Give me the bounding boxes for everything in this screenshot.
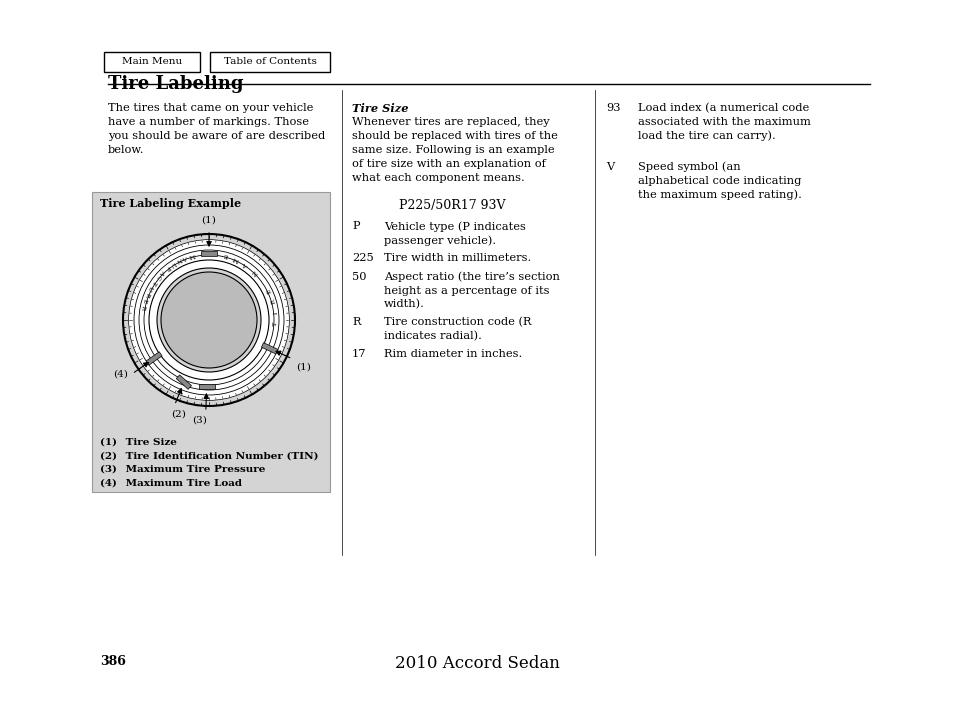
Circle shape xyxy=(129,240,289,400)
Text: (3): (3) xyxy=(100,465,120,474)
Polygon shape xyxy=(198,384,214,390)
Text: A: A xyxy=(159,268,166,275)
Text: M: M xyxy=(189,252,195,258)
Bar xyxy=(104,52,200,72)
Text: M: M xyxy=(233,256,240,263)
Polygon shape xyxy=(146,351,162,365)
Text: Tire construction code (R
indicates radial).: Tire construction code (R indicates radi… xyxy=(384,317,531,342)
Text: R: R xyxy=(270,298,276,304)
Text: (2): (2) xyxy=(100,452,120,461)
Text: (4): (4) xyxy=(100,479,120,488)
Text: (1): (1) xyxy=(296,363,311,372)
Text: U: U xyxy=(170,260,177,267)
Text: A: A xyxy=(183,254,189,261)
Polygon shape xyxy=(176,375,192,389)
Text: 17: 17 xyxy=(352,349,366,359)
Text: C: C xyxy=(154,273,161,280)
Text: 386: 386 xyxy=(100,655,126,668)
Circle shape xyxy=(161,272,256,368)
Text: Main Menu: Main Menu xyxy=(122,57,182,65)
Text: The tires that came on your vehicle
have a number of markings. Those
you should : The tires that came on your vehicle have… xyxy=(108,103,325,155)
Text: Tire Labeling Example: Tire Labeling Example xyxy=(100,198,241,209)
Bar xyxy=(210,52,330,72)
Text: Aspect ratio (the tire’s section
height as a percentage of its
width).: Aspect ratio (the tire’s section height … xyxy=(384,271,559,310)
Text: Tire Labeling: Tire Labeling xyxy=(108,75,243,93)
Text: (1): (1) xyxy=(100,438,120,447)
Text: E: E xyxy=(142,298,148,304)
Text: Vehicle type (P indicates
passenger vehicle).: Vehicle type (P indicates passenger vehi… xyxy=(384,221,525,246)
Text: U: U xyxy=(147,285,153,292)
Text: P: P xyxy=(352,221,359,231)
Text: Maximum Tire Pressure: Maximum Tire Pressure xyxy=(122,465,265,474)
Text: Load index (a numerical code
associated with the maximum
load the tire can carry: Load index (a numerical code associated … xyxy=(638,103,810,141)
Text: Tire Identification Number (TIN): Tire Identification Number (TIN) xyxy=(122,452,318,461)
Circle shape xyxy=(157,268,261,372)
Text: E: E xyxy=(223,252,228,258)
Text: Rim diameter in inches.: Rim diameter in inches. xyxy=(384,349,521,359)
Text: A: A xyxy=(243,261,250,268)
Text: R: R xyxy=(144,291,151,297)
Text: P225/50R17 93V: P225/50R17 93V xyxy=(398,199,505,212)
Text: Tire Size: Tire Size xyxy=(122,438,176,447)
Text: R: R xyxy=(140,305,146,310)
Text: (3): (3) xyxy=(193,416,207,425)
Text: N: N xyxy=(252,268,259,275)
Text: T: T xyxy=(151,279,156,285)
Text: E: E xyxy=(266,288,273,294)
Text: N: N xyxy=(175,256,183,263)
Text: Speed symbol (an
alphabetical code indicating
the maximum speed rating).: Speed symbol (an alphabetical code indic… xyxy=(638,161,801,200)
Text: 93: 93 xyxy=(605,103,619,113)
Text: Tire Size: Tire Size xyxy=(352,103,408,114)
Text: Maximum Tire Load: Maximum Tire Load xyxy=(122,479,242,488)
Text: Tire width in millimeters.: Tire width in millimeters. xyxy=(384,253,531,263)
Text: T: T xyxy=(273,322,278,327)
Polygon shape xyxy=(261,343,277,354)
Text: R: R xyxy=(352,317,360,327)
Text: (4): (4) xyxy=(113,369,128,378)
Polygon shape xyxy=(201,251,216,256)
Text: 225: 225 xyxy=(352,253,374,263)
Text: 50: 50 xyxy=(352,271,366,281)
Text: Table of Contents: Table of Contents xyxy=(223,57,316,65)
Text: F: F xyxy=(165,264,171,271)
Text: 2010 Accord Sedan: 2010 Accord Sedan xyxy=(395,655,558,672)
Text: I: I xyxy=(273,311,278,314)
Text: (1): (1) xyxy=(201,216,216,225)
Bar xyxy=(91,192,330,492)
Text: (2): (2) xyxy=(171,409,186,418)
Text: V: V xyxy=(605,161,614,172)
Text: Whenever tires are replaced, they
should be replaced with tires of the
same size: Whenever tires are replaced, they should… xyxy=(352,117,558,183)
